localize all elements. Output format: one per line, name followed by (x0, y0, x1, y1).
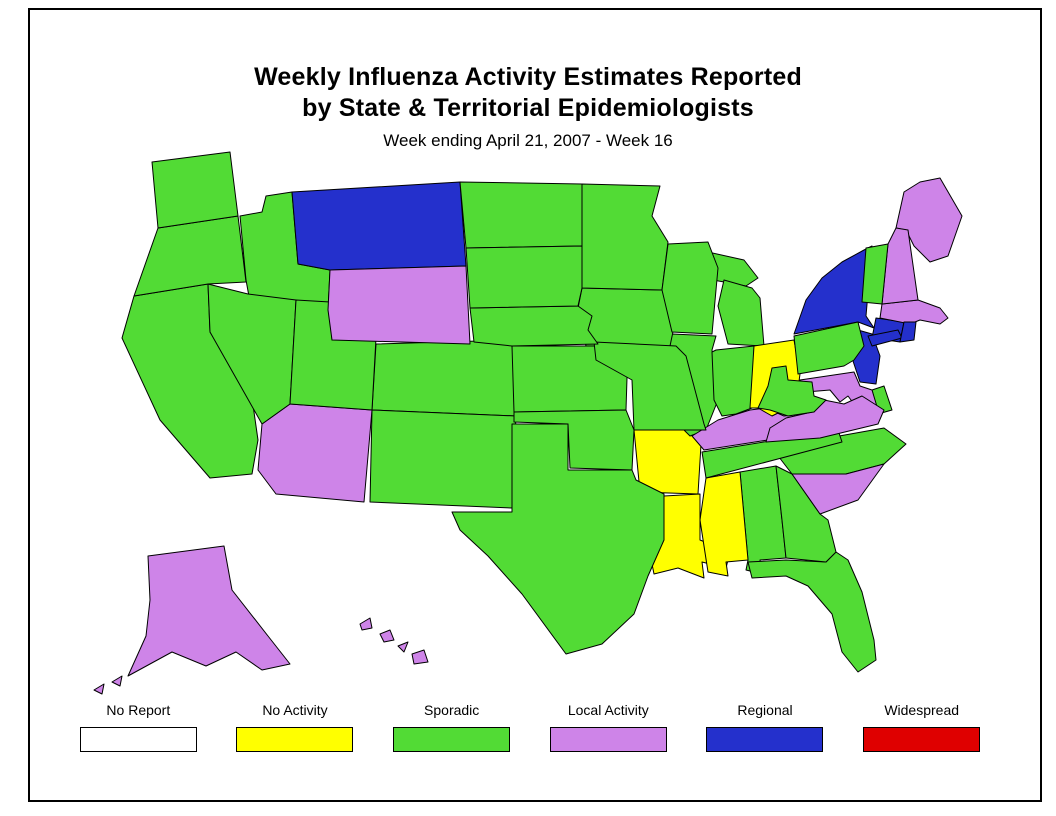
state-me: Maine (895, 177, 963, 263)
legend: No Report No Activity Sporadic Local Activi… (60, 702, 1000, 752)
page-title-line-2: by State & Territorial Epidemiologists (302, 94, 754, 122)
state-sc: South Carolina (791, 463, 885, 515)
state-mo: Missouri (593, 341, 707, 431)
state-ri: Rhode Island (899, 321, 917, 343)
state-ms: Mississippi (699, 471, 749, 577)
state-or: Oregon (133, 215, 247, 297)
state-tx: Texas (451, 423, 665, 655)
page-frame (28, 8, 1042, 802)
legend-label-no_report: No Report (106, 702, 171, 718)
state-mt: Montana (291, 181, 467, 271)
legend-swatch-no_report (79, 727, 197, 752)
state-fl: Florida (747, 551, 877, 673)
legend-label-sporadic: Sporadic (424, 702, 480, 718)
legend-swatch-no_activity (236, 727, 354, 752)
state-az: Arizona (257, 403, 373, 503)
legend-swatch-regional (706, 727, 824, 752)
state-nd: North Dakota (459, 181, 583, 249)
legend-swatch-local_activity (549, 727, 667, 752)
state-vt: Vermont (861, 243, 889, 305)
state-hi: Hawaii (397, 641, 409, 653)
legend-item-widespread: Widespread (843, 702, 1000, 752)
state-pa: Pennsylvania (793, 321, 865, 375)
state-ak: Alaska (127, 545, 291, 677)
state-in: Indiana (711, 345, 755, 417)
state-wa: Washington (151, 151, 239, 229)
legend-swatch-sporadic (393, 727, 511, 752)
page-title-line-1: Weekly Influenza Activity Estimates Repo… (254, 63, 802, 91)
state-mi: Michigan (717, 279, 765, 347)
state-ma: Massachusetts (879, 299, 949, 325)
title-block: Weekly Influenza Activity Estimates Repo… (0, 62, 1056, 151)
state-ok: Oklahoma (513, 409, 635, 471)
state-ny: New York (793, 245, 875, 335)
state-hi: Hawaii (359, 617, 373, 631)
legend-label-widespread: Widespread (884, 702, 960, 718)
legend-label-local_activity: Local Activity (567, 702, 649, 718)
state-ne: Nebraska (469, 305, 599, 347)
legend-item-regional: Regional (687, 702, 844, 752)
legend-item-local_activity: Local Activity (530, 702, 687, 752)
state-ak: Alaska (111, 675, 123, 687)
state-hi: Hawaii (379, 629, 395, 643)
state-hi: Hawaii (411, 649, 429, 665)
state-mn: Minnesota (581, 183, 669, 291)
state-wv: West Virginia (757, 365, 827, 417)
state-ak: Alaska (93, 683, 105, 695)
legend-item-sporadic: Sporadic (373, 702, 530, 752)
legend-item-no_activity: No Activity (217, 702, 374, 752)
legend-label-no_activity: No Activity (262, 702, 328, 718)
legend-label-regional: Regional (737, 702, 793, 718)
state-nm: New Mexico (369, 409, 517, 509)
page-subtitle: Week ending April 21, 2007 - Week 16 (383, 131, 673, 150)
state-co: Colorado (371, 339, 517, 417)
legend-swatch-widespread (863, 727, 981, 752)
legend-item-no_report: No Report (60, 702, 217, 752)
state-sd: South Dakota (465, 245, 583, 309)
state-wy: Wyoming (327, 265, 471, 345)
state-va: Virginia (765, 395, 885, 443)
state-wi: Wisconsin (661, 241, 719, 335)
